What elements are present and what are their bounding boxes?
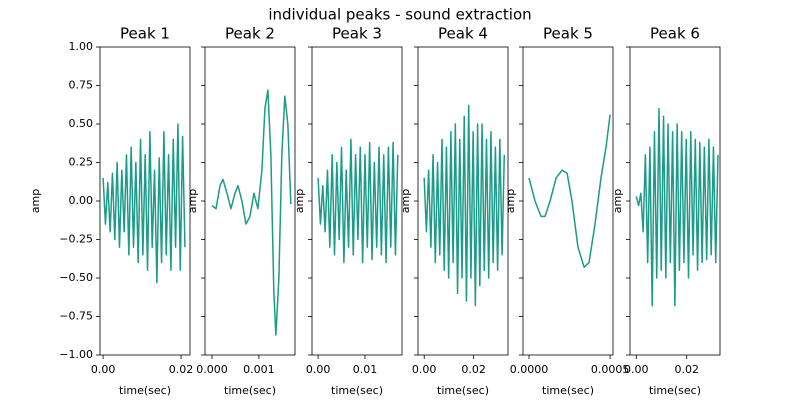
subplot-title: Peak 3 — [332, 25, 382, 43]
y-tick-label: −0.75 — [59, 310, 93, 323]
x-tick-label: 0.000 — [196, 363, 228, 376]
y-tick-label: 0.75 — [69, 79, 94, 92]
data-line — [423, 104, 506, 307]
subplot-title: Peak 1 — [120, 25, 170, 43]
x-tick-label: 0.02 — [169, 363, 194, 376]
y-axis-label: amp — [186, 189, 199, 213]
x-tick-label: 0.0000 — [510, 363, 549, 376]
y-tick-label: −0.50 — [59, 271, 93, 284]
subplot-title: Peak 4 — [438, 25, 488, 43]
subplot-title: Peak 6 — [650, 25, 700, 43]
y-axis-label: amp — [504, 189, 517, 213]
subplot-title: Peak 5 — [543, 25, 593, 43]
y-axis-label: amp — [399, 189, 412, 213]
figure-title: individual peaks - sound extraction — [268, 6, 531, 24]
data-line — [317, 138, 399, 264]
x-tick-label: 0.001 — [243, 363, 275, 376]
x-tick-label: 0.00 — [624, 363, 649, 376]
data-line — [102, 123, 186, 284]
y-axis-label: amp — [29, 189, 42, 213]
x-tick-label: 0.00 — [91, 363, 116, 376]
data-line — [211, 89, 292, 336]
x-tick-label: 0.02 — [461, 363, 486, 376]
x-axis-label: time(sec) — [331, 384, 383, 397]
data-line — [528, 114, 611, 268]
y-tick-label: 0.00 — [69, 194, 94, 207]
x-axis-label: time(sec) — [119, 384, 171, 397]
y-tick-label: −1.00 — [59, 348, 93, 361]
x-axis-label: time(sec) — [649, 384, 701, 397]
x-tick-label: 0.01 — [353, 363, 378, 376]
x-tick-label: 0.00 — [412, 363, 437, 376]
subplot-title: Peak 2 — [225, 25, 275, 43]
y-axis-label: amp — [293, 189, 306, 213]
y-tick-label: 1.00 — [69, 40, 94, 53]
y-tick-label: 0.50 — [69, 117, 94, 130]
data-line — [635, 107, 719, 307]
x-tick-label: 0.02 — [674, 363, 699, 376]
x-tick-label: 0.0005 — [591, 363, 630, 376]
y-tick-label: 0.25 — [69, 156, 94, 169]
x-tick-label: 0.00 — [306, 363, 331, 376]
x-axis-label: time(sec) — [224, 384, 276, 397]
x-axis-label: time(sec) — [542, 384, 594, 397]
y-tick-label: −0.25 — [59, 233, 93, 246]
y-axis-label: amp — [611, 189, 624, 213]
x-axis-label: time(sec) — [437, 384, 489, 397]
